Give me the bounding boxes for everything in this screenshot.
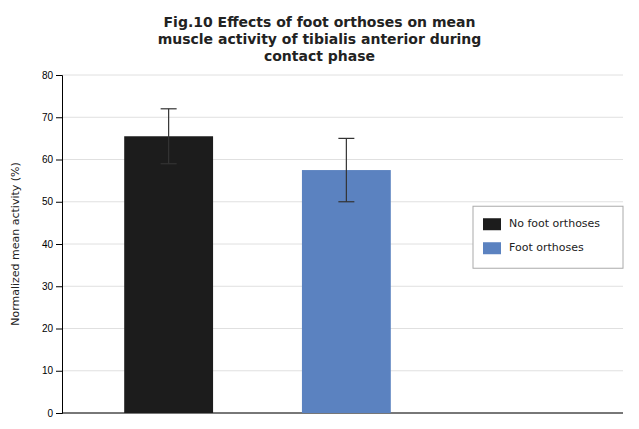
- legend-frame: [473, 206, 623, 268]
- error-bar: [161, 109, 177, 164]
- plot: 0 10 20 30 40 50 60 70 80 No foot orthoses Foot or…: [42, 70, 623, 419]
- legend-item: No foot orthoses: [483, 217, 600, 230]
- legend-swatch: [483, 242, 501, 254]
- title-line: contact phase: [264, 48, 375, 64]
- chart: Fig.10 Effects of foot orthoses on meanm…: [0, 0, 639, 429]
- y-axis-line: [56, 76, 63, 414]
- y-tick-label: 10: [42, 365, 54, 376]
- y-tick-mark: [56, 413, 62, 414]
- y-tick: 60: [42, 154, 62, 165]
- y-tick-mark: [56, 117, 62, 118]
- error-bar: [338, 138, 354, 201]
- error-cap: [161, 108, 177, 109]
- y-tick: 50: [42, 196, 62, 207]
- grid-line: [62, 117, 623, 118]
- legend-swatch: [483, 218, 501, 230]
- y-tick-label: 60: [42, 154, 54, 165]
- y-tick-mark: [56, 371, 62, 372]
- title-line: Fig.10 Effects of foot orthoses on mean: [164, 14, 476, 30]
- y-tick-mark: [56, 160, 62, 161]
- y-tick-label: 80: [42, 70, 54, 81]
- grid-line: [62, 75, 623, 76]
- legend: No foot orthoses Foot orthoses: [473, 206, 623, 268]
- y-tick: 10: [42, 365, 62, 376]
- y-axis-title: Normalized mean activity (%): [9, 162, 22, 326]
- y-tick-label: 50: [42, 196, 54, 207]
- y-tick: 70: [42, 112, 62, 123]
- y-tick-label: 70: [42, 112, 54, 123]
- y-tick-mark: [56, 244, 62, 245]
- y-tick-label: 20: [42, 323, 54, 334]
- error-cap: [161, 163, 177, 164]
- error-cap: [338, 138, 354, 139]
- error-cap: [338, 201, 354, 202]
- y-axis: 0 10 20 30 40 50 60 70 80: [42, 70, 63, 419]
- bar: [124, 136, 213, 413]
- y-tick: 0: [47, 408, 62, 419]
- marks: [124, 109, 391, 413]
- title-line: muscle activity of tibialis anterior dur…: [158, 31, 482, 47]
- error-line: [168, 109, 169, 164]
- legend-label: Foot orthoses: [509, 241, 584, 254]
- y-tick-label: 0: [47, 408, 53, 419]
- y-tick: 20: [42, 323, 62, 334]
- y-tick-label: 30: [42, 281, 54, 292]
- y-tick-mark: [56, 329, 62, 330]
- error-line: [346, 138, 347, 201]
- title: Fig.10 Effects of foot orthoses on meanm…: [158, 14, 482, 64]
- y-tick-mark: [56, 202, 62, 203]
- legend-item: Foot orthoses: [483, 241, 584, 254]
- y-tick: 80: [42, 70, 62, 81]
- y-tick: 30: [42, 281, 62, 292]
- grid: [62, 75, 623, 413]
- legend-label: No foot orthoses: [509, 217, 600, 230]
- bar: [302, 170, 391, 413]
- y-tick-mark: [56, 75, 62, 76]
- y-tick: 40: [42, 239, 62, 250]
- y-tick-label: 40: [42, 239, 54, 250]
- y-tick-mark: [56, 286, 62, 287]
